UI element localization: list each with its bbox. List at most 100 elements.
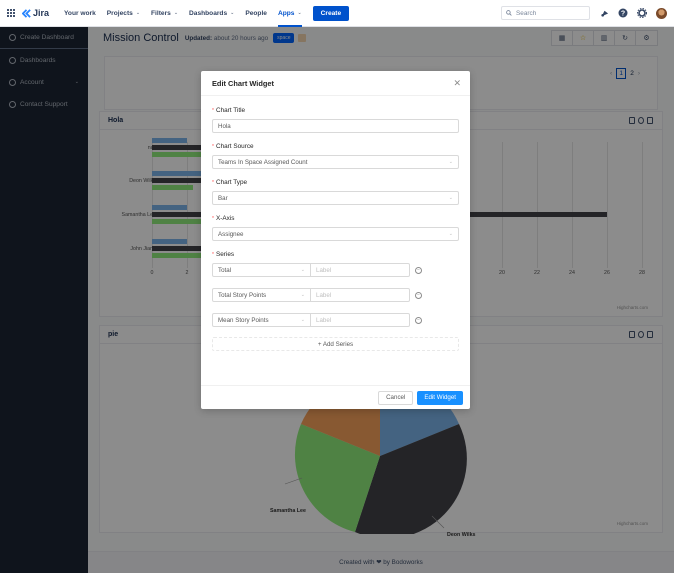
page-header: Mission Control Updated: about 20 hours … [88, 27, 674, 49]
footer: Created with ❤ by Bodoworks [88, 551, 674, 573]
chevron-down-icon: ⌄ [135, 10, 141, 16]
create-button[interactable]: Create [312, 5, 350, 21]
bar[interactable] [152, 171, 204, 176]
help-icon[interactable]: ? [618, 8, 628, 18]
bar[interactable] [152, 185, 193, 190]
bar[interactable] [152, 219, 204, 224]
chevron-down-icon: ⌄ [300, 317, 305, 323]
remove-series-icon[interactable]: − [415, 291, 422, 299]
edit-widget-button[interactable]: Edit Widget [417, 390, 463, 405]
page-2-button[interactable]: 2 [630, 70, 634, 77]
x-axis-select[interactable]: Assignee ⌄ [212, 227, 459, 241]
series-label-input[interactable]: Label [311, 313, 410, 327]
x-tick: 0 [150, 270, 154, 276]
nav-apps[interactable]: Apps ⌄ [277, 0, 302, 27]
sidebar-item-account[interactable]: Account ⌄ [0, 71, 88, 93]
series-select[interactable]: Total Story Points ⌄ [212, 288, 311, 302]
updated-value: about 20 hours ago [213, 34, 269, 42]
input-placeholder: Label [316, 316, 332, 324]
app-switcher-icon[interactable] [7, 8, 16, 18]
chevron-down-icon: ⌄ [448, 195, 453, 201]
settings-icon[interactable] [638, 331, 644, 338]
space-badge[interactable]: space [273, 33, 295, 43]
bar[interactable] [152, 152, 204, 157]
select-value: Total [218, 266, 232, 274]
bar[interactable] [152, 246, 204, 251]
cancel-button[interactable]: Cancel [378, 390, 414, 405]
chevron-down-icon: ⌄ [173, 10, 179, 16]
trash-icon[interactable] [647, 117, 653, 124]
nav-label: Your work [64, 9, 96, 17]
sidebar-item-label: Contact Support [20, 100, 68, 108]
series-label: * Series [212, 251, 235, 258]
jira-logo[interactable]: Jira [22, 8, 49, 18]
notifications-icon[interactable] [599, 8, 609, 18]
close-icon[interactable]: ✕ [453, 78, 461, 88]
series-row: Total ⌄ Label − [212, 263, 459, 277]
avatar[interactable] [656, 7, 667, 19]
category-label: Samantha Lee [121, 212, 156, 218]
chevron-down-icon: ⌄ [448, 231, 453, 237]
search-input[interactable]: Search [501, 6, 590, 20]
copy-icon[interactable] [629, 117, 635, 124]
bar[interactable] [152, 253, 204, 258]
copy-icon[interactable] [629, 331, 635, 338]
select-value: Mean Story Points [218, 316, 269, 324]
chart-type-select[interactable]: Bar ⌄ [212, 191, 459, 205]
bar[interactable] [152, 178, 204, 183]
add-series-button[interactable]: + Add Series [212, 337, 459, 351]
pie-slice[interactable] [294, 424, 380, 532]
settings-icon[interactable]: ⚙ [643, 35, 650, 42]
layout-icon[interactable]: ▦ [552, 31, 573, 45]
page-title: Mission Control [103, 32, 179, 44]
nav-your-work[interactable]: Your work [64, 0, 96, 27]
category-label: null [148, 145, 156, 151]
settings-icon[interactable] [638, 117, 644, 124]
x-axis-label: * X-Axis [212, 215, 235, 222]
nav-people[interactable]: People [245, 0, 267, 27]
plus-circle-icon [9, 34, 16, 41]
chart-title-input[interactable]: Hola [212, 119, 459, 133]
chart-credits[interactable]: Highcharts.com [616, 521, 648, 526]
modal-title: Edit Chart Widget [201, 71, 470, 96]
trash-icon[interactable] [647, 331, 653, 338]
x-tick: 22 [534, 270, 540, 276]
x-tick: 28 [639, 270, 645, 276]
bar[interactable] [152, 145, 204, 150]
updated-label: Updated: [184, 34, 213, 42]
refresh-icon[interactable]: ↻ [615, 31, 636, 45]
bar[interactable] [152, 138, 187, 143]
star-icon[interactable]: ☆ [573, 31, 594, 45]
settings-icon[interactable] [637, 8, 647, 18]
page-1-button[interactable]: 1 [616, 68, 627, 79]
sidebar-item-create-dashboard[interactable]: Create Dashboard [0, 27, 88, 49]
series-select[interactable]: Total ⌄ [212, 263, 311, 277]
edit-icon[interactable] [298, 34, 307, 42]
series-label-input[interactable]: Label [311, 288, 410, 302]
columns-icon[interactable]: ▥ [594, 31, 615, 45]
chart-source-select[interactable]: Teams In Space Assigned Count ⌄ [212, 155, 459, 169]
sidebar-item-contact-support[interactable]: Contact Support [0, 93, 88, 115]
pie-slice[interactable] [355, 424, 467, 534]
nav-label: Apps [277, 9, 295, 17]
category-label: Deon Wilks [129, 178, 156, 184]
bar[interactable] [152, 239, 187, 244]
chart-credits[interactable]: Highcharts.com [616, 305, 648, 310]
bar[interactable] [152, 205, 187, 210]
remove-series-icon[interactable]: − [415, 266, 422, 274]
pie-chart [284, 375, 467, 534]
nav-dashboards[interactable]: Dashboards ⌄ [189, 0, 234, 27]
nav-filters[interactable]: Filters ⌄ [151, 0, 178, 27]
sidebar-item-dashboards[interactable]: Dashboards [0, 49, 88, 71]
prev-page-button[interactable]: ‹ [610, 70, 613, 77]
nav-label: Dashboards [189, 9, 228, 17]
series-label-input[interactable]: Label [311, 263, 410, 277]
remove-series-icon[interactable]: − [415, 316, 422, 324]
next-page-button[interactable]: › [637, 70, 640, 77]
dashboard-icon [9, 56, 16, 64]
chevron-down-icon: ⌄ [300, 292, 305, 298]
series-select[interactable]: Mean Story Points ⌄ [212, 313, 311, 327]
widget-actions [629, 117, 653, 124]
chart-title-label: * Chart Title [212, 107, 246, 114]
nav-projects[interactable]: Projects ⌄ [107, 0, 140, 27]
